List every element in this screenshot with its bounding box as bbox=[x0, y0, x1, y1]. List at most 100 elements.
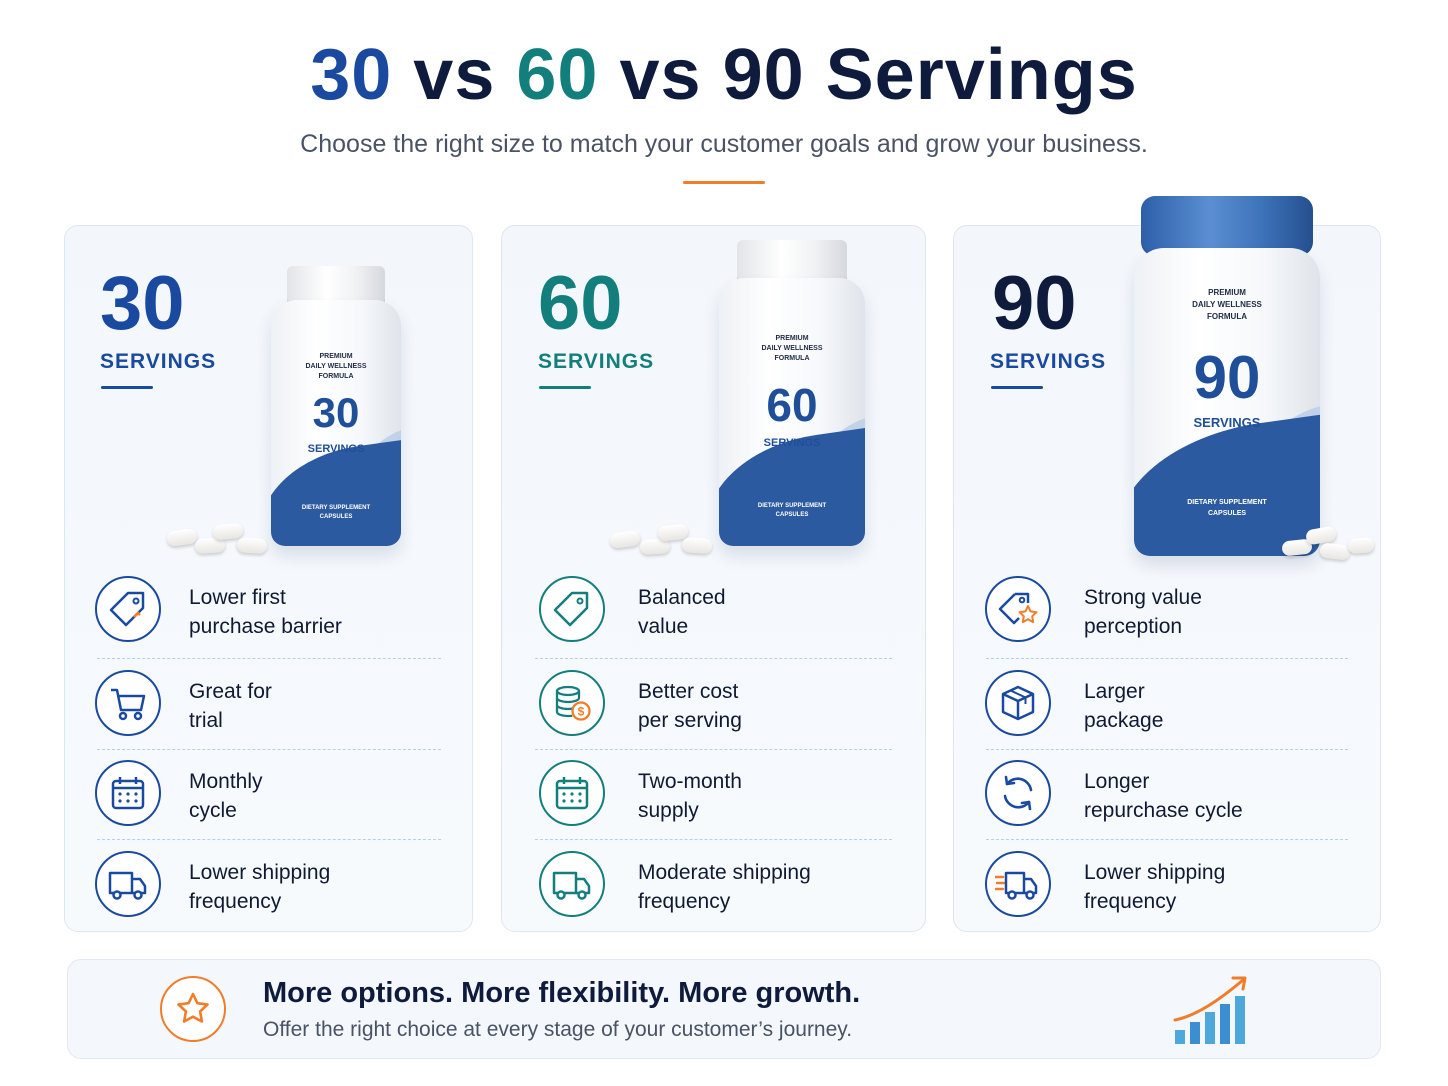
title-divider bbox=[683, 181, 765, 184]
feature-line1: Great for bbox=[189, 680, 272, 703]
card-number: 30 bbox=[100, 261, 185, 346]
capsule-pill bbox=[681, 536, 713, 555]
feature-divider bbox=[535, 658, 892, 659]
bottle-label-line1: PREMIUM bbox=[775, 335, 809, 342]
feature-line2: value bbox=[638, 615, 689, 638]
feature-divider bbox=[986, 749, 1348, 750]
feature-line1: Lower shipping bbox=[1084, 861, 1226, 884]
capsule-pill bbox=[236, 536, 268, 555]
feature-divider bbox=[535, 749, 892, 750]
bottle-footer-line2: CAPSULES bbox=[1207, 510, 1247, 517]
capsule-pill bbox=[166, 527, 198, 548]
shopping-cart-icon bbox=[95, 670, 161, 736]
banner-headline: More options. More flexibility. More gro… bbox=[263, 977, 861, 1009]
growth-bar-chart-icon bbox=[1173, 974, 1253, 1051]
bottle-label-line2: DAILY WELLNESS bbox=[305, 363, 367, 370]
capsule-pill bbox=[212, 522, 244, 541]
bottle-label-line3: FORMULA bbox=[1207, 312, 1247, 321]
feature-line1: Better cost bbox=[638, 680, 739, 703]
delivery-truck-icon bbox=[95, 851, 161, 917]
card-label-underline bbox=[991, 386, 1043, 389]
bottle-servings: SERVINGS bbox=[763, 437, 821, 449]
feature-item: Two-month supply bbox=[502, 752, 925, 840]
page-subtitle: Choose the right size to match your cust… bbox=[300, 130, 1148, 158]
card-60-servings: 60 SERVINGS PREMIUM DAILY WELLNESS FORMU… bbox=[501, 225, 926, 932]
delivery-truck-icon bbox=[539, 851, 605, 917]
capsule-pill bbox=[1319, 542, 1351, 561]
card-label-underline bbox=[101, 386, 153, 389]
refresh-cycle-icon bbox=[985, 760, 1051, 826]
feature-item: Longer repurchase cycle bbox=[954, 752, 1380, 840]
feature-divider bbox=[986, 658, 1348, 659]
tag-star-icon bbox=[985, 576, 1051, 642]
bottle-number: 30 bbox=[312, 389, 360, 436]
feature-item: Lower shipping frequency bbox=[65, 843, 472, 931]
feature-item: Moderate shipping frequency bbox=[502, 843, 925, 931]
title-60: 60 bbox=[516, 35, 599, 115]
feature-divider bbox=[97, 658, 441, 659]
title-90: 90 bbox=[722, 35, 805, 115]
bottle-label-line3: FORMULA bbox=[774, 355, 810, 362]
feature-item: Monthly cycle bbox=[65, 752, 472, 840]
bottle-number: 60 bbox=[766, 379, 818, 431]
calendar-icon bbox=[95, 760, 161, 826]
bottle-label-line1: PREMIUM bbox=[1208, 288, 1246, 297]
package-box-icon bbox=[985, 670, 1051, 736]
feature-item: Strong value perception bbox=[954, 568, 1380, 656]
feature-line1: Larger bbox=[1084, 680, 1145, 703]
feature-line1: Lower shipping bbox=[189, 861, 331, 884]
bottle-label-line2: DAILY WELLNESS bbox=[1192, 300, 1262, 309]
bottle-footer-line1: DIETARY SUPPLEMENT bbox=[301, 505, 371, 511]
feature-line1: Moderate shipping bbox=[638, 861, 811, 884]
card-90-servings: 90 SERVINGS PREMIUM DAILY WELLNESS FORMU… bbox=[953, 196, 1381, 932]
star-icon bbox=[160, 976, 226, 1042]
svg-text:$: $ bbox=[578, 705, 585, 719]
card-servings-label: SERVINGS bbox=[538, 350, 655, 373]
feature-line2: purchase barrier bbox=[189, 615, 342, 638]
bottle-60-image: PREMIUM DAILY WELLNESS FORMULA 60 SERVIN… bbox=[719, 240, 865, 548]
bottle-servings: SERVINGS bbox=[1193, 415, 1261, 430]
feature-divider bbox=[97, 749, 441, 750]
card-number: 90 bbox=[992, 261, 1077, 346]
feature-item: Lower first purchase barrier bbox=[65, 568, 472, 656]
feature-line2: repurchase cycle bbox=[1084, 799, 1243, 822]
feature-item: Lower shipping frequency bbox=[954, 843, 1380, 931]
title-servings: Servings bbox=[804, 35, 1138, 115]
feature-line2: frequency bbox=[638, 890, 731, 913]
bottle-label-line1: PREMIUM bbox=[319, 353, 353, 360]
feature-line2: frequency bbox=[1084, 890, 1177, 913]
feature-item: Great for trial bbox=[65, 662, 472, 750]
feature-divider bbox=[535, 839, 892, 840]
capsule-pill bbox=[1347, 537, 1375, 554]
feature-line1: Lower first bbox=[189, 586, 286, 609]
price-tag-icon bbox=[539, 576, 605, 642]
bottle-90-image: PREMIUM DAILY WELLNESS FORMULA 90 SERVIN… bbox=[1134, 196, 1320, 558]
bottle-footer-line1: DIETARY SUPPLEMENT bbox=[757, 503, 827, 509]
feature-line2: package bbox=[1084, 709, 1164, 732]
banner-subtext: Offer the right choice at every stage of… bbox=[263, 1018, 853, 1041]
feature-item: $ Better cost per serving bbox=[502, 662, 925, 750]
title-30: 30 bbox=[310, 35, 393, 115]
calendar-icon bbox=[539, 760, 605, 826]
title-vs-2: vs bbox=[598, 35, 723, 115]
card-label-underline bbox=[539, 386, 591, 389]
bottle-30-image: PREMIUM DAILY WELLNESS FORMULA 30 SERVIN… bbox=[271, 266, 401, 548]
bottle-footer-line2: CAPSULES bbox=[775, 512, 809, 518]
feature-line1: Longer bbox=[1084, 770, 1150, 793]
feature-line1: Balanced bbox=[638, 586, 726, 609]
feature-line2: per serving bbox=[638, 709, 742, 732]
feature-divider bbox=[97, 839, 441, 840]
feature-line1: Monthly bbox=[189, 770, 263, 793]
price-tag-icon bbox=[95, 576, 161, 642]
feature-line2: supply bbox=[638, 799, 699, 822]
feature-divider bbox=[986, 839, 1348, 840]
feature-item: Balanced value bbox=[502, 568, 925, 656]
feature-line1: Strong value bbox=[1084, 586, 1202, 609]
fast-delivery-truck-icon bbox=[985, 851, 1051, 917]
bottle-footer-line2: CAPSULES bbox=[319, 514, 353, 520]
bottle-label-line3: FORMULA bbox=[318, 373, 354, 380]
card-servings-label: SERVINGS bbox=[100, 350, 217, 373]
bottle-footer-line1: DIETARY SUPPLEMENT bbox=[1187, 499, 1267, 506]
feature-line2: frequency bbox=[189, 890, 282, 913]
card-servings-label: SERVINGS bbox=[990, 350, 1107, 373]
